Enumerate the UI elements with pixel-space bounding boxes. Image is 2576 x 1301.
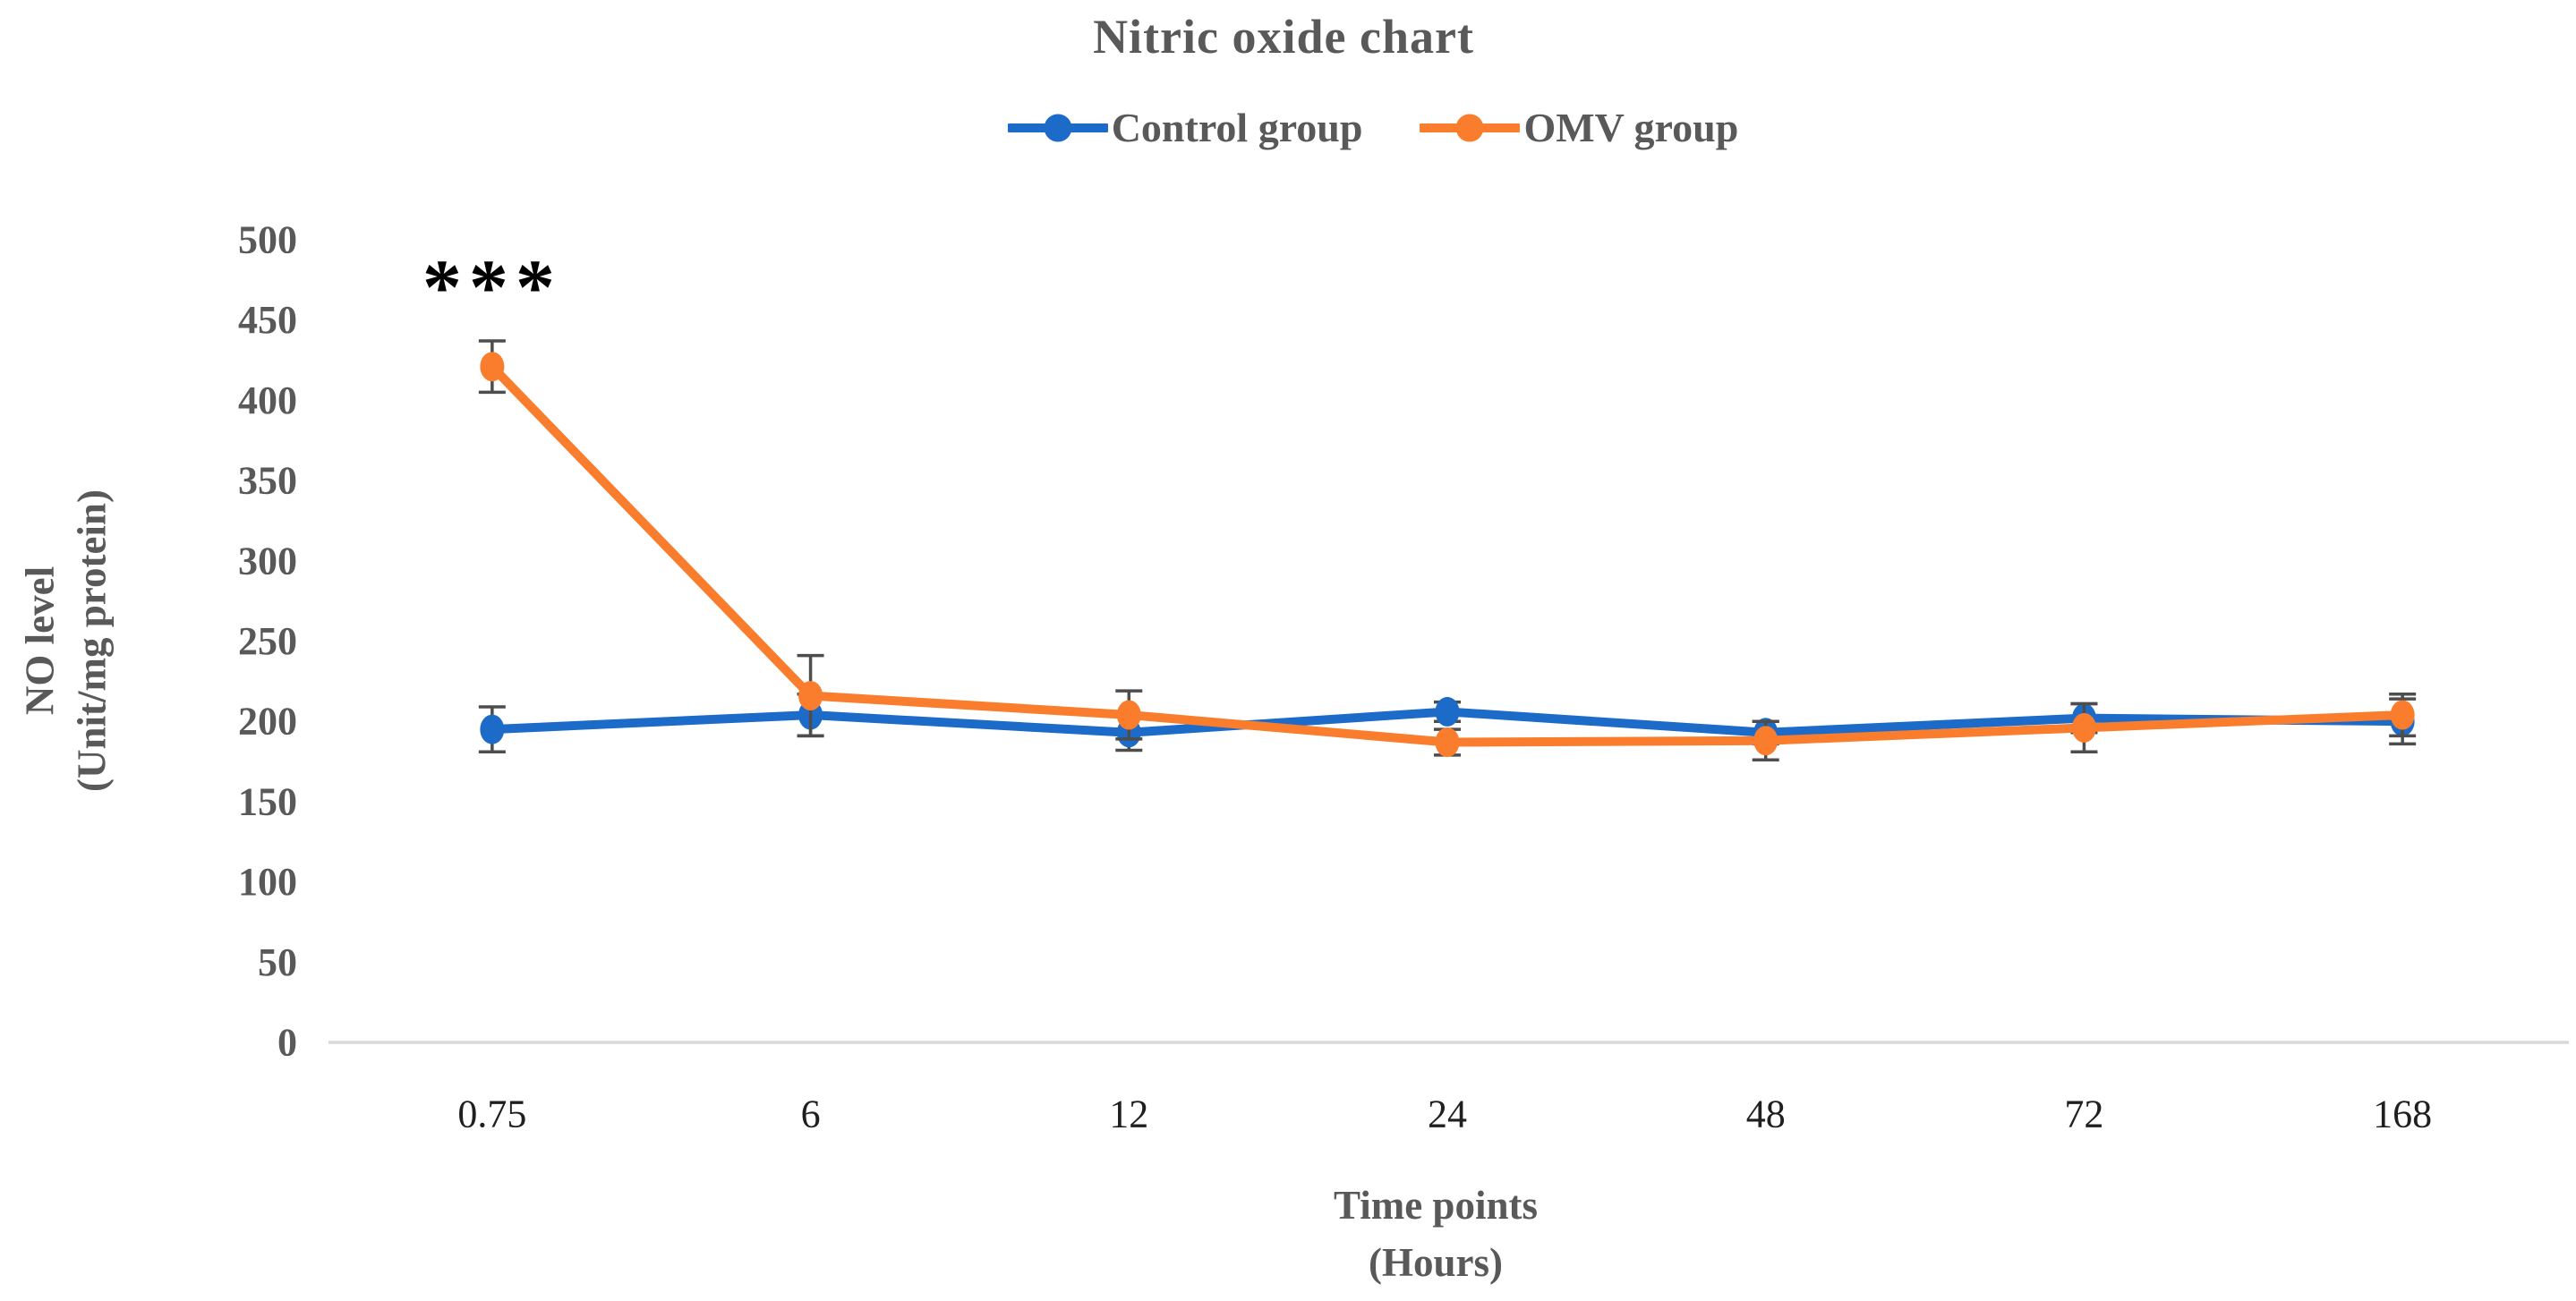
data-point-marker-control-group: [1435, 696, 1460, 727]
legend-marker-icon: [1420, 114, 1521, 141]
y-tick-label: 200: [238, 700, 297, 744]
y-tick-label: 100: [238, 860, 297, 904]
y-tick-label: 350: [238, 459, 297, 503]
series-line-omv-group: [487, 361, 2408, 747]
data-point-marker-control-group: [480, 714, 505, 744]
data-point-marker-omv-group: [2071, 712, 2096, 743]
legend-item-control-group: Control group: [1007, 104, 1363, 151]
x-axis-title: Time points (Hours): [0, 1178, 2576, 1292]
y-tick-label: 0: [277, 1021, 297, 1065]
y-tick-label: 450: [238, 298, 297, 342]
x-tick-label: 24: [1428, 1093, 1467, 1136]
x-tick-label: 12: [1109, 1093, 1148, 1136]
data-point-marker-omv-group: [798, 680, 823, 710]
data-point-marker-omv-group: [2390, 700, 2415, 730]
data-point-marker-omv-group: [1435, 727, 1460, 758]
x-tick-label: 48: [1746, 1093, 1786, 1136]
x-axis-title-line2: (Hours): [1369, 1239, 1503, 1285]
legend: Control group OMV group: [0, 104, 2576, 151]
legend-marker-icon: [1007, 114, 1108, 141]
y-tick-label: 50: [258, 940, 297, 984]
y-tick-label: 250: [238, 619, 297, 663]
chart-title: Nitric oxide chart: [1093, 10, 1474, 64]
y-tick-label: 400: [238, 378, 297, 422]
data-point-marker-omv-group: [1116, 700, 1141, 730]
data-point-marker-omv-group: [480, 352, 505, 382]
y-tick-label: 150: [238, 779, 297, 823]
legend-label: OMV group: [1523, 105, 1739, 150]
legend-item-omv-group: OMV group: [1420, 104, 1738, 151]
x-axis-title-line1: Time points: [1334, 1183, 1538, 1228]
x-tick-label: 6: [801, 1093, 821, 1136]
x-tick-label: 72: [2064, 1093, 2103, 1136]
significance-annotation: ***: [422, 244, 562, 331]
x-tick-label: 168: [2373, 1093, 2432, 1136]
y-tick-label: 300: [238, 539, 297, 582]
data-point-marker-omv-group: [1753, 726, 1778, 756]
y-tick-label: 500: [238, 218, 297, 262]
x-tick-label: 0.75: [457, 1093, 526, 1136]
legend-label: Control group: [1111, 105, 1363, 150]
